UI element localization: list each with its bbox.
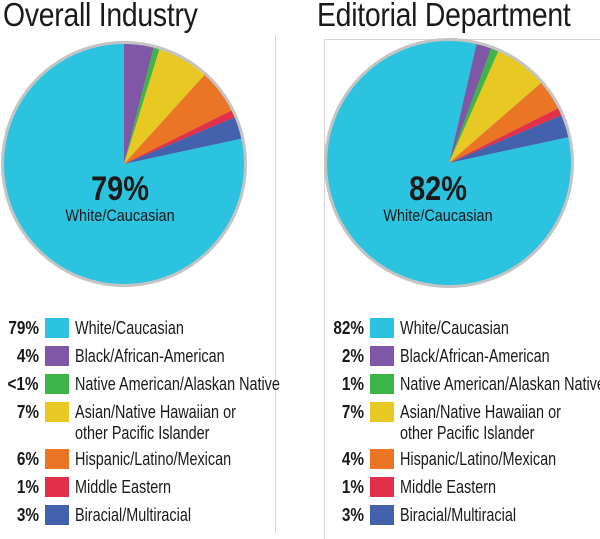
pie-slice-white-caucasian (3, 44, 244, 285)
pie-slice-middle-eastern (449, 108, 562, 163)
chart-title-editorial: Editorial Department (317, 0, 571, 33)
legend-label: Hispanic/Latino/Mexican (75, 449, 232, 469)
legend-value: 7% (341, 402, 364, 422)
legend-label: White/Caucasian (400, 318, 509, 338)
legend-label: Black/African-American (75, 346, 225, 366)
pie-slice-white-caucasian (327, 40, 571, 286)
legend-swatch (45, 346, 69, 366)
center-value-overall: 79% (91, 170, 149, 208)
pie-slice-black-african-american (124, 44, 154, 164)
legend-value: 3% (16, 505, 39, 525)
pie-slice-hispanic-latino-mexican (449, 82, 559, 163)
legend-value: 1% (16, 477, 39, 497)
legend-value: <1% (7, 374, 39, 394)
legend-swatch (45, 505, 69, 525)
pie-slice-middle-eastern (124, 110, 235, 164)
legend-swatch (370, 318, 394, 338)
center-label-overall: White/Caucasian (65, 206, 175, 225)
legend-value: 3% (341, 505, 364, 525)
pie-slice-hispanic-latino-mexican (124, 75, 232, 164)
pie-overall-industry (1, 41, 247, 287)
legend-label: Black/African-American (400, 346, 550, 366)
legend-label: Biracial/Multiracial (400, 505, 517, 525)
legend-value: 4% (341, 449, 364, 469)
pie-slice-asian-native-hawaiian-or-other-pacific-islander (449, 51, 542, 163)
pie-slice-black-african-american (449, 44, 492, 163)
legend-label: Native American/Alaskan Native (75, 374, 280, 394)
legend-value: 4% (16, 346, 39, 366)
pie-slice-biracial-multiracial (449, 115, 569, 163)
legend-value: 1% (341, 477, 364, 497)
legend-value: 79% (8, 318, 39, 338)
pie-editorial-department (324, 38, 574, 288)
legend-swatch (370, 402, 394, 422)
legend-swatch (45, 449, 69, 469)
chart-title-overall: Overall Industry (3, 0, 198, 33)
center-value-editorial: 82% (409, 170, 467, 208)
legend-value: 6% (16, 449, 39, 469)
pie-slice-asian-native-hawaiian-or-other-pacific-islander (124, 49, 205, 164)
pie-slice-biracial-multiracial (124, 117, 242, 164)
legend-label: Asian/Native Hawaiian or other Pacific Is… (75, 402, 236, 443)
legend-swatch (370, 449, 394, 469)
legend-label: Native American/Alaskan Native (400, 374, 600, 394)
legend-label: Biracial/Multiracial (75, 505, 192, 525)
legend-value: 2% (341, 346, 364, 366)
center-label-editorial: White/Caucasian (383, 206, 493, 225)
legend-label: White/Caucasian (75, 318, 184, 338)
legend-value: 82% (333, 318, 364, 338)
legend-swatch (370, 505, 394, 525)
legend-label: Middle Eastern (400, 477, 497, 497)
legend-swatch (45, 477, 69, 497)
legend-swatch (45, 318, 69, 338)
legend-label: Hispanic/Latino/Mexican (400, 449, 557, 469)
legend-swatch (370, 346, 394, 366)
legend-label: Asian/Native Hawaiian or other Pacific Is… (400, 402, 561, 443)
legend-swatch (370, 374, 394, 394)
pie-charts (1, 38, 574, 288)
pie-slice-native-american-alaskan-native (124, 47, 160, 164)
legend-swatch (370, 477, 394, 497)
divider (275, 35, 276, 533)
legend-value: 1% (341, 374, 364, 394)
legend-swatch (45, 374, 69, 394)
legend-swatch (45, 402, 69, 422)
legend-label: Middle Eastern (75, 477, 172, 497)
legend-value: 7% (16, 402, 39, 422)
pie-slice-native-american-alaskan-native (449, 48, 499, 163)
